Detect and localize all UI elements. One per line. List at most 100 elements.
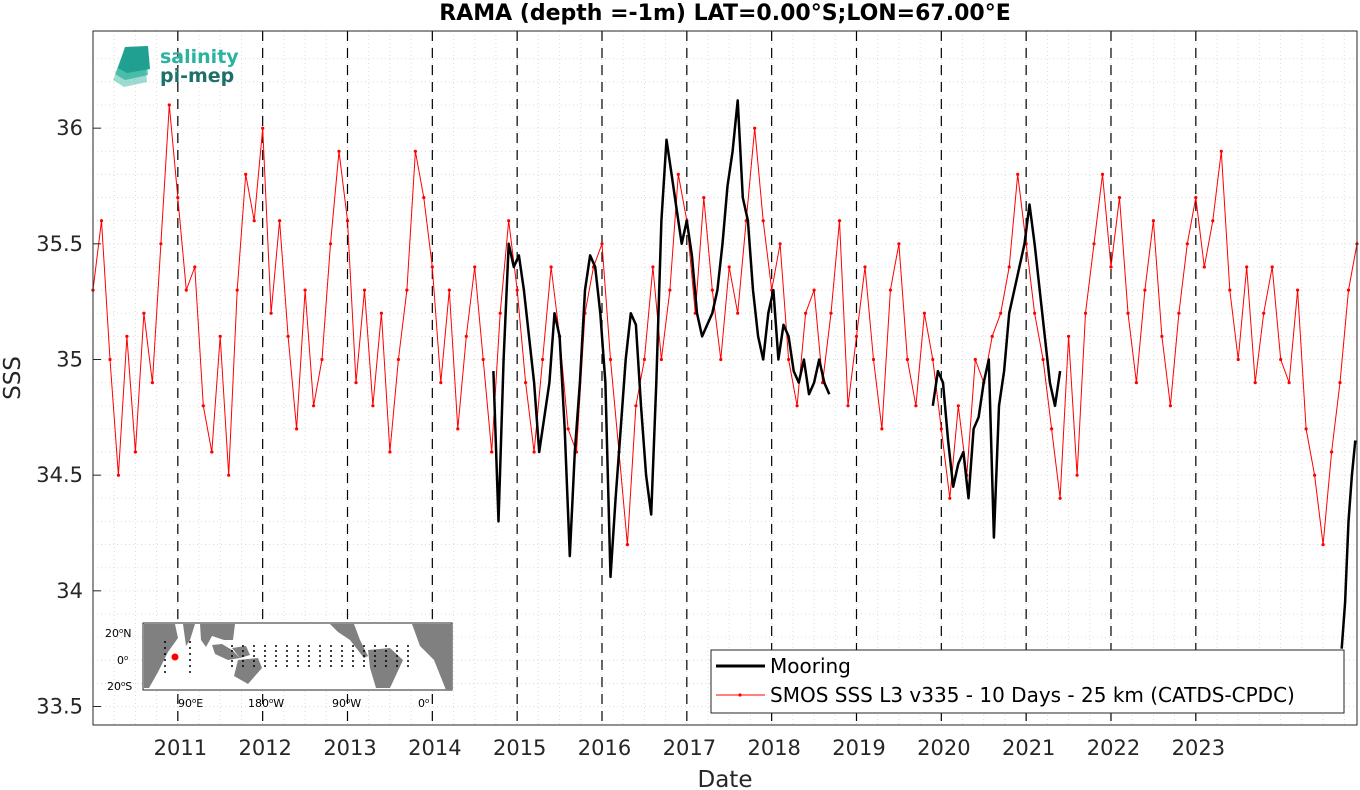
- smos-point: [1126, 311, 1130, 315]
- map-buoy: [308, 645, 310, 647]
- smos-point: [719, 357, 723, 362]
- chart-title: RAMA (depth =-1m) LAT=0.00°S;LON=67.00°E: [439, 1, 1010, 26]
- smos-point: [795, 404, 799, 408]
- x-tick-label: 2022: [1087, 736, 1140, 760]
- smos-point: [99, 219, 104, 223]
- smos-point: [1016, 172, 1020, 176]
- grid: [92, 31, 1357, 725]
- smos-point: [871, 357, 876, 362]
- map-buoy: [330, 660, 332, 662]
- smos-point: [634, 404, 638, 408]
- map-buoy: [297, 665, 299, 667]
- map-buoy: [319, 665, 321, 667]
- smos-point: [1313, 473, 1317, 477]
- map-buoy: [189, 653, 191, 655]
- smos-point: [507, 219, 511, 223]
- y-tick-label: 35: [56, 347, 83, 371]
- inset-lat-20s: 20oS: [107, 680, 132, 693]
- smos-point: [999, 311, 1003, 315]
- inset-lon-0: 0o: [418, 697, 429, 710]
- smos-point: [804, 311, 808, 315]
- map-buoy: [341, 650, 343, 652]
- smos-point: [286, 334, 290, 338]
- map-buoy: [363, 655, 365, 657]
- smos-point: [159, 242, 163, 246]
- map-buoy: [189, 647, 191, 649]
- smos-point: [931, 357, 935, 362]
- smos-point: [1185, 242, 1189, 246]
- smos-point: [1202, 265, 1206, 269]
- smos-point: [888, 288, 893, 292]
- smos-point: [295, 427, 299, 431]
- map-buoy: [374, 665, 376, 667]
- map-buoy: [297, 660, 299, 662]
- map-buoy: [385, 655, 387, 657]
- map-buoy: [275, 665, 277, 667]
- smos-point: [1219, 149, 1223, 153]
- smos-point: [1279, 357, 1283, 362]
- map-buoy: [275, 655, 277, 657]
- smos-point: [659, 357, 664, 362]
- logo-line1: salinity: [160, 46, 239, 68]
- y-tick-labels: 33.5 34 34.5 35 35.5 36: [36, 116, 101, 718]
- legend-smos-label: SMOS SSS L3 v335 - 10 Days - 25 km (CATD…: [770, 683, 1295, 707]
- smos-point: [1143, 288, 1147, 292]
- map-buoy: [374, 655, 376, 657]
- x-tick-label: 2014: [408, 736, 461, 760]
- smos-point: [905, 357, 910, 362]
- smos-point: [1177, 311, 1181, 315]
- smos-point: [939, 427, 943, 431]
- map-buoy: [407, 665, 409, 667]
- map-buoy: [253, 655, 255, 657]
- map-buoy: [341, 665, 343, 667]
- smos-line: [92, 104, 1358, 545]
- map-buoy: [396, 660, 398, 662]
- smos-point: [142, 311, 146, 315]
- smos-point: [1067, 334, 1071, 338]
- smos-point: [1228, 288, 1232, 292]
- map-buoy: [264, 655, 266, 657]
- x-tick-label: 2013: [323, 736, 376, 760]
- smos-point: [108, 357, 112, 362]
- smos-point: [464, 334, 468, 338]
- x-tick-label: 2015: [493, 736, 546, 760]
- inset-map: 20oN 0o 20oS 90oE 180oW 90oW 0o: [105, 622, 453, 710]
- x-tick-label: 2020: [917, 736, 970, 760]
- map-buoy: [396, 650, 398, 652]
- smos-point: [1236, 357, 1240, 362]
- map-buoy: [374, 650, 376, 652]
- smos-point: [863, 265, 867, 269]
- smos-point: [201, 404, 205, 408]
- legend-smos-marker: [738, 693, 742, 697]
- smos-point: [167, 103, 171, 107]
- map-buoy: [164, 641, 166, 643]
- smos-point: [456, 427, 460, 431]
- smos-point: [676, 172, 680, 176]
- y-tick-label: 34: [56, 579, 83, 603]
- smos-point: [736, 311, 740, 315]
- smos-point: [1041, 357, 1045, 362]
- smos-point: [1100, 172, 1105, 176]
- map-buoy: [385, 650, 387, 652]
- smos-point: [1287, 381, 1291, 385]
- map-buoy: [341, 660, 343, 662]
- map-buoy: [319, 660, 321, 662]
- smos-point: [422, 196, 426, 200]
- smos-point: [176, 196, 180, 200]
- smos-point: [227, 473, 231, 477]
- map-buoy: [286, 665, 288, 667]
- smos-point: [439, 381, 443, 385]
- map-buoy: [286, 650, 288, 652]
- map-buoy: [253, 660, 255, 662]
- x-tick-label: 2019: [832, 736, 885, 760]
- smos-point: [1075, 473, 1079, 477]
- map-buoy: [352, 655, 354, 657]
- smos-series: [91, 103, 1359, 547]
- mooring-series: [492, 99, 1357, 649]
- smos-point: [532, 450, 536, 454]
- map-buoy: [242, 650, 244, 652]
- smos-point: [702, 196, 706, 200]
- logo: salinity pi-mep: [113, 46, 239, 87]
- smos-point: [125, 334, 129, 338]
- map-buoy: [297, 645, 299, 647]
